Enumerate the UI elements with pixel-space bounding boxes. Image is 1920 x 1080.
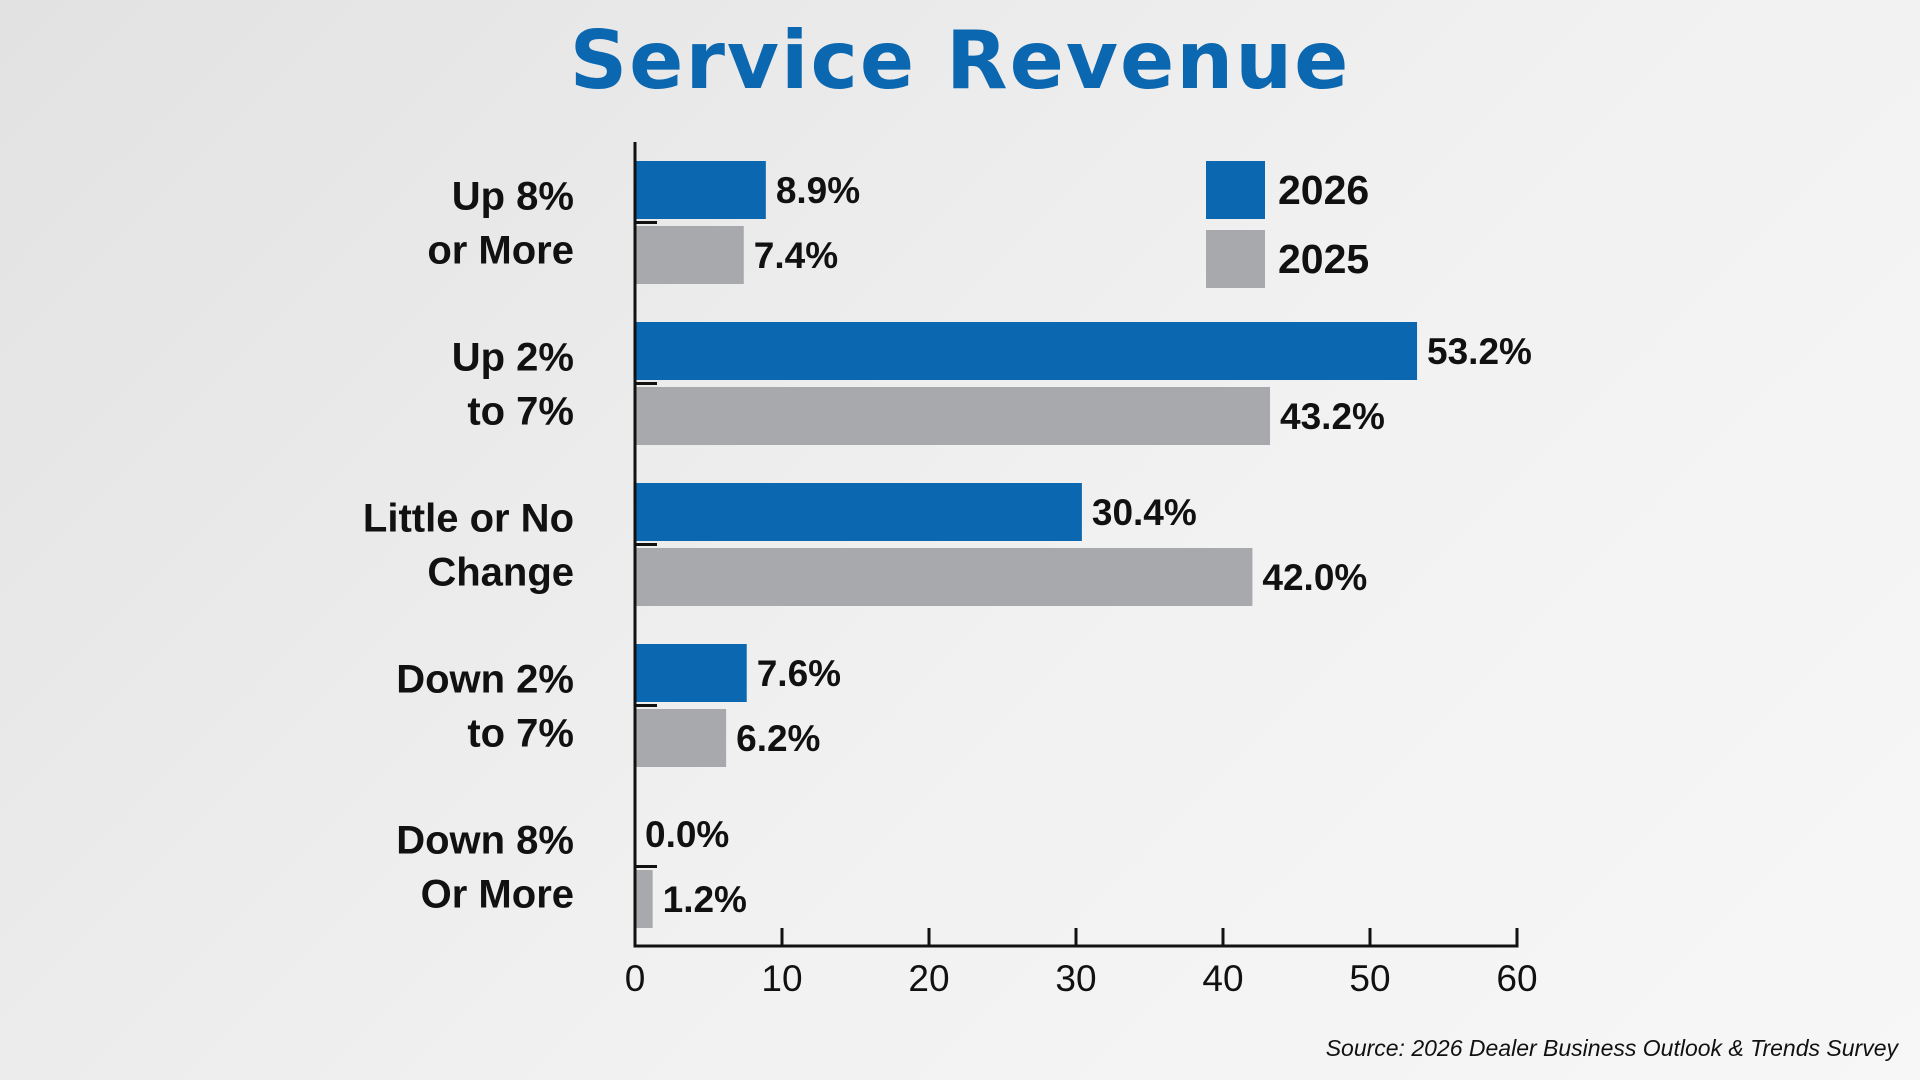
data-label-2025-2: 43.2% (1280, 396, 1385, 437)
x-tick-label-10: 10 (761, 958, 802, 999)
source-note: Source: 2026 Dealer Business Outlook & T… (1326, 1035, 1900, 1061)
plot-area: 8.9% 7.4% Up 8% or More 53.2% 43.2% Up 2% to 7%… (363, 142, 1538, 999)
category-label-2-line-1: Up 2% (452, 336, 574, 380)
bar-2026-1 (635, 161, 766, 219)
category-label-1-line-2: or More (427, 229, 574, 273)
legend-label-2026: 2026 (1278, 167, 1369, 213)
legend-label-2025: 2025 (1278, 236, 1369, 282)
x-tick-label-60: 60 (1496, 958, 1537, 999)
data-label-2025-1: 7.4% (754, 235, 838, 276)
category-label-3-line-2: Change (427, 551, 574, 595)
data-label-2026-4: 7.6% (757, 653, 841, 694)
data-label-2026-5: 0.0% (645, 814, 729, 855)
category-label-4-line-1: Down 2% (396, 658, 574, 702)
x-tick-label-30: 30 (1055, 958, 1096, 999)
category-label-1-line-1: Up 8% (452, 175, 574, 219)
data-label-2026-2: 53.2% (1427, 331, 1532, 372)
category-label-5-line-2: Or More (421, 873, 574, 917)
x-tick-label-40: 40 (1202, 958, 1243, 999)
data-label-2025-3: 42.0% (1262, 557, 1367, 598)
bar-2025-1 (635, 226, 744, 284)
data-label-2025-4: 6.2% (736, 718, 820, 759)
legend-swatch-2026 (1206, 161, 1265, 219)
data-label-2025-5: 1.2% (663, 879, 747, 920)
bar-2025-2 (635, 387, 1271, 445)
x-tick-label-0: 0 (625, 958, 646, 999)
bar-2026-4 (635, 644, 747, 702)
bar-2026-3 (635, 483, 1082, 541)
category-label-5-line-1: Down 8% (396, 819, 574, 863)
x-tick-label-20: 20 (908, 958, 949, 999)
bar-2025-5 (635, 870, 653, 928)
bar-2025-3 (635, 548, 1253, 606)
chart-title: Service Revenue (570, 14, 1351, 107)
bar-2026-2 (635, 322, 1418, 380)
category-label-4-line-2: to 7% (467, 712, 574, 756)
category-label-3-line-1: Little or No (363, 497, 574, 541)
data-label-2026-1: 8.9% (776, 170, 860, 211)
x-tick-label-50: 50 (1349, 958, 1390, 999)
bar-2025-4 (635, 709, 727, 767)
category-label-2-line-2: to 7% (467, 390, 574, 434)
legend-swatch-2025 (1206, 230, 1265, 288)
legend: 2026 2025 (1206, 161, 1369, 288)
data-label-2026-3: 30.4% (1092, 492, 1197, 533)
